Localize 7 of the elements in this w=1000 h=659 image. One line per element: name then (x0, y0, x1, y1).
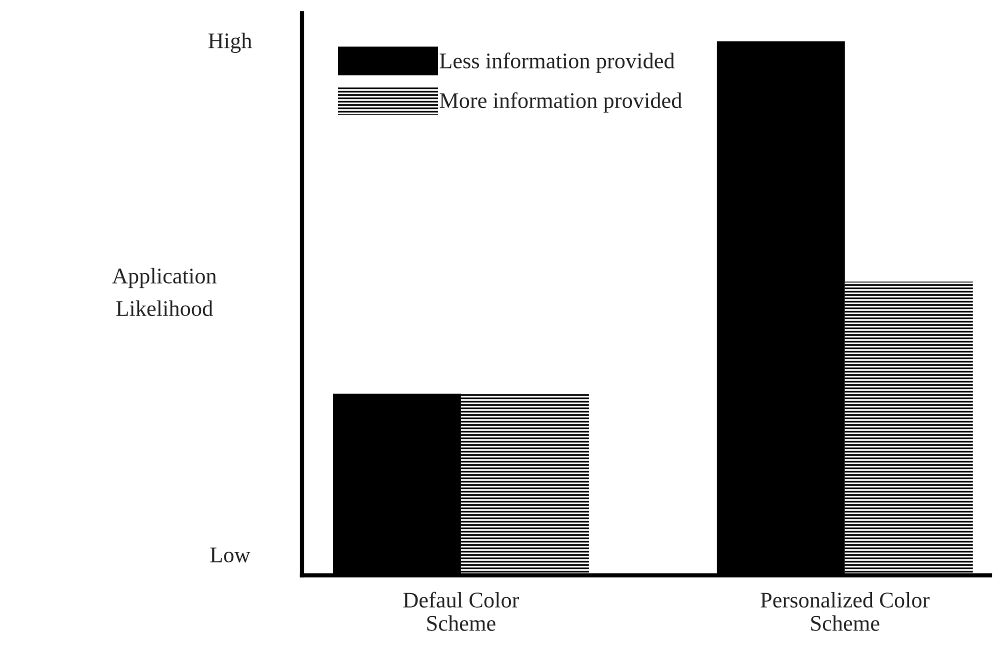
y-axis-title: Application Likelihood (112, 268, 217, 316)
text: Low (210, 548, 250, 562)
text: High (208, 32, 252, 53)
legend-label: More information provided (440, 92, 682, 113)
x-tick-label: Defaul Color Scheme (403, 592, 520, 631)
x-tick-label: Personalized Color Scheme (760, 592, 930, 631)
legend-label: Less information provided (440, 52, 675, 73)
